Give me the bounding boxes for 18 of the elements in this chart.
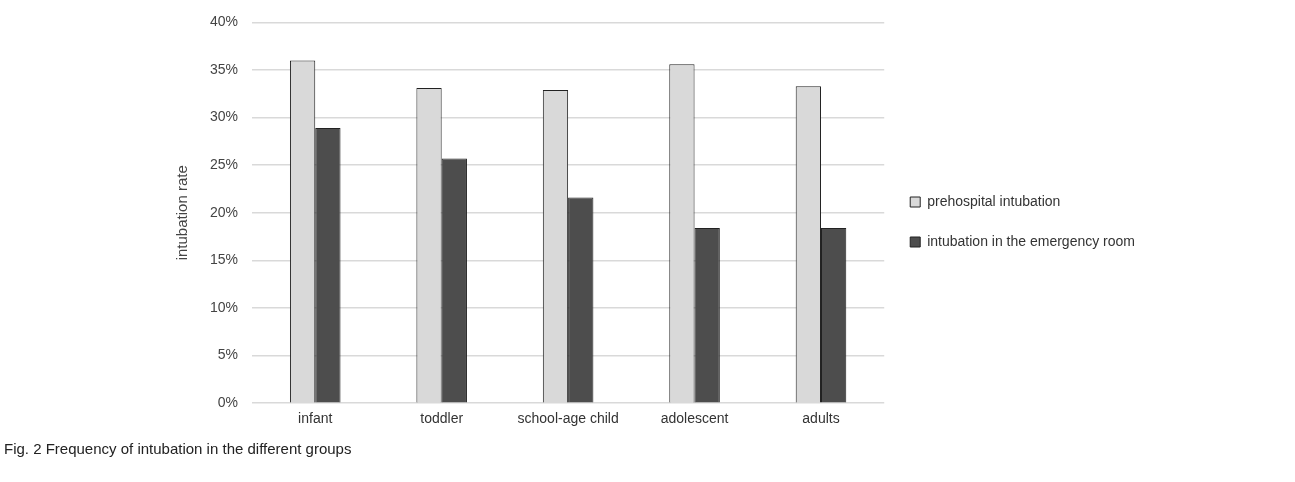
y-tick-label: 10% [209,298,239,315]
y-tick-label: 40% [209,13,239,30]
x-tick-label: adults [802,410,840,427]
y-tick-label: 0% [217,394,239,411]
x-tick-label: school-age child [517,410,619,427]
y-tick-label: 30% [209,108,239,125]
y-axis-title: intubation rate [173,165,191,261]
y-tick-label: 15% [209,251,239,268]
y-tick-label: 20% [209,203,239,220]
caption: Fig. 2 Frequency of intubation in the different groups [4,440,352,457]
x-tick-label: infant [298,410,333,427]
y-tick-label: 5% [217,346,239,363]
y-tick-label: 35% [209,60,239,77]
legend-label: prehospital intubation [927,192,1061,209]
legend-label: intubation in the emergency room [927,232,1136,249]
x-tick-label: adolescent [660,410,729,427]
x-tick-label: toddler [420,410,464,427]
y-tick-label: 25% [209,156,239,173]
